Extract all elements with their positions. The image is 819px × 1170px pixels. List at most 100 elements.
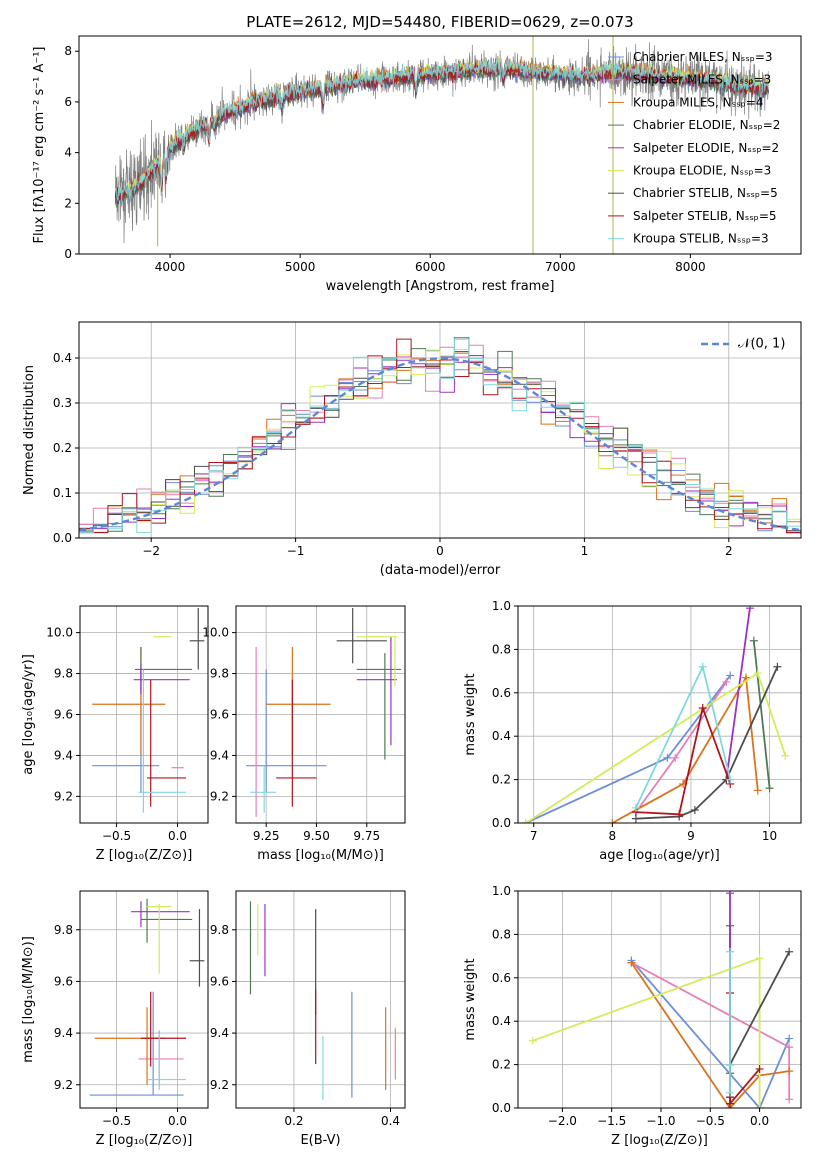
y-tick-label: 2: [64, 196, 72, 210]
x-tick-label: 9.25: [253, 829, 280, 843]
x-tick-label: −1.0: [646, 1114, 675, 1128]
y-tick-label: 1.0: [492, 884, 511, 898]
series-kroupa-elodie-marker: [753, 669, 762, 678]
axes-frame: −0.5 0.0 9.2 9.4 9.6 9.8 Z [log₁₀(Z/Z⊙)] mass […: [21, 890, 209, 1148]
model-kroupa-stelib-line: [115, 57, 769, 203]
series-kroupa-elodie-line: [525, 671, 787, 823]
hist-salpeter-stelib: [79, 338, 801, 534]
legend-kroupa-stelib-label: Kroupa STELIB, Nₛₛₚ=3: [633, 232, 769, 246]
series-salpeter-stelib-line: [729, 993, 761, 1107]
chart-age-vs-mass: 9.25 9.50 9.75 9.2 9.4 9.6 9.8 10.0 mass [log₁₀(…: [202, 605, 406, 863]
series-chabrier-miles-line: [630, 959, 791, 1108]
y-tick-label: 0.2: [492, 1058, 511, 1072]
series-chabrier-stelib-marker: [773, 662, 782, 671]
chart-mass-vs-z: −0.5 0.0 9.2 9.4 9.6 9.8 Z [log₁₀(Z/Z⊙)] mass […: [21, 890, 209, 1148]
x-tick-label: 7: [530, 829, 538, 843]
y-tick-label: 0.6: [492, 686, 511, 700]
series-salpeter-elodie-line: [725, 608, 751, 780]
series-kroupa-miles-line: [611, 674, 759, 823]
series-kroupa-elodie-marker: [528, 1036, 537, 1045]
series-kroupa-stelib-marker: [726, 1088, 735, 1097]
y-axis-label: Flux [fλ10⁻¹⁷ erg cm⁻² s⁻¹ A⁻¹]: [32, 47, 47, 244]
series-salpeter-stelib-marker: [755, 1064, 764, 1073]
series-kroupa-miles-marker: [608, 819, 617, 823]
hist-kroupa-elodie: [79, 349, 801, 530]
y-axis-label: mass weight: [463, 958, 478, 1040]
x-axis-label: (data-model)/error: [380, 563, 501, 578]
axes-frame: 9.25 9.50 9.75 9.2 9.4 9.6 9.8 10.0 mass [log₁₀(…: [202, 605, 406, 863]
legend-salpeter-miles-label: Salpeter MILES, Nₛₛₚ=3: [633, 73, 771, 87]
x-axis-label: Z [log₁₀(Z/Z⊙)]: [611, 1133, 708, 1148]
legend: Chabrier MILES, Nₛₛₚ=3 Salpeter MILES, Nₛ…: [608, 50, 780, 246]
axes-frame: −2.0 −1.5 −1.0 −0.5 0.0 0.0 0.2 0.4 0.6 0.8 1.0 Z […: [463, 884, 802, 1148]
axes-frame: 7 8 9 10 0.0 0.2 0.4 0.6 0.8 1.0 age [log₁₀(age/yr…: [463, 599, 802, 863]
plot-area: [79, 337, 801, 534]
series-chabrier-elodie-line: [752, 640, 771, 789]
y-tick-label: 9.4: [54, 1026, 73, 1040]
axes-border: [235, 890, 406, 1109]
series-kroupa-elodie-marker: [781, 751, 790, 760]
y-tick-label: 10.0: [202, 626, 229, 640]
y-tick-label: 9.4: [54, 748, 73, 762]
hist-chabrier-stelib: [79, 351, 801, 532]
y-tick-label: 0.0: [492, 816, 511, 830]
series-salpeter-miles-marker: [671, 753, 680, 762]
y-tick-label: 0.4: [492, 729, 511, 743]
series-chabrier-miles-marker: [663, 753, 672, 762]
series-kroupa-stelib-marker: [726, 775, 735, 784]
series-salpeter-stelib-marker: [698, 703, 707, 712]
chart-title: PLATE=2612, MJD=54480, FIBERID=0629, z=0…: [246, 13, 633, 31]
series-salpeter-miles-marker: [785, 1043, 794, 1052]
series-chabrier-miles-marker: [785, 1034, 794, 1043]
y-tick-label: 0.2: [492, 773, 511, 787]
series-salpeter-elodie-marker: [726, 891, 735, 898]
axes-border: [517, 890, 802, 1109]
series-kroupa-miles-line: [630, 962, 790, 1108]
x-tick-label: 0: [436, 544, 444, 558]
axes-frame: −2 −1 0 1 2 0.0 0.1 0.2 0.3 0.4 (data-model)/error…: [22, 321, 802, 578]
x-tick-label: 8000: [675, 260, 706, 274]
axes-border: [517, 605, 802, 824]
x-axis-label: E(B-V): [300, 1133, 340, 1148]
series-kroupa-miles-marker: [785, 1067, 794, 1076]
y-tick-label: 0.6: [492, 971, 511, 985]
x-tick-label: −2.0: [548, 1114, 577, 1128]
y-tick-label: 10.0: [46, 626, 73, 640]
y-tick-label: 6: [64, 95, 72, 109]
axes-frame: 0.2 0.4 9.2 9.4 9.6 9.8 E(B-V): [210, 890, 406, 1148]
y-tick-label: 0.4: [53, 351, 72, 365]
series-chabrier-elodie-marker: [749, 636, 758, 645]
plot-area: [92, 608, 205, 813]
series-kroupa-stelib-marker: [631, 803, 640, 812]
series-kroupa-miles-marker: [627, 958, 636, 967]
legend-gaussian-label: 𝒩(0, 1): [738, 337, 785, 352]
legend-kroupa-elodie-label: Kroupa ELODIE, Nₛₛₚ=3: [633, 164, 771, 178]
y-tick-label: 9.2: [210, 1078, 229, 1092]
x-tick-label: 9: [687, 829, 695, 843]
plot-area: [114, 36, 769, 254]
y-tick-label: 0.8: [492, 642, 511, 656]
x-tick-label: 4000: [155, 260, 186, 274]
y-tick-label: 0.3: [53, 396, 72, 410]
y-tick-label: 9.4: [210, 748, 229, 762]
y-tick-label: 9.6: [54, 708, 73, 722]
series-chabrier-miles-line: [525, 674, 732, 823]
series-kroupa-stelib-marker: [726, 947, 735, 956]
legend-kroupa-miles-label: Kroupa MILES, Nₛₛₚ=4: [633, 95, 763, 109]
y-tick-label: 0.0: [492, 1101, 511, 1115]
y-tick-label: 0.8: [492, 927, 511, 941]
chart-mass-vs-ebv: 0.2 0.4 9.2 9.4 9.6 9.8 E(B-V): [210, 890, 406, 1148]
y-tick-label: 0.4: [492, 1014, 511, 1028]
x-axis-label: mass [log₁₀(M/M⊙)]: [257, 848, 384, 863]
y-tick-label: 9.6: [54, 974, 73, 988]
x-tick-label: 5000: [285, 260, 316, 274]
gaussian-curve: [79, 357, 801, 532]
legend-chabrier-elodie-label: Chabrier ELODIE, Nₛₛₚ=2: [633, 118, 780, 132]
chart-weight-vs-age: 7 8 9 10 0.0 0.2 0.4 0.6 0.8 1.0 age [log₁₀(age/yr…: [463, 599, 802, 863]
y-tick-label: 0.0: [53, 531, 72, 545]
x-tick-label: 10: [762, 829, 777, 843]
plot-area: [246, 608, 401, 817]
y-tick-label: 8: [64, 44, 72, 58]
chart-weight-vs-z: −2.0 −1.5 −1.0 −0.5 0.0 0.0 0.2 0.4 0.6 0.8 1.0 Z […: [463, 884, 802, 1148]
